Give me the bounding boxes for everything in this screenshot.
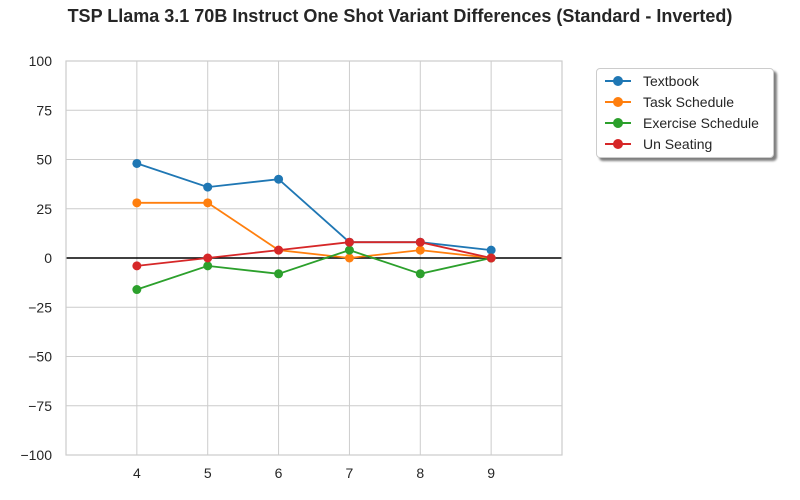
data-point-0-1 [203,182,213,192]
series-line-2 [136,249,492,291]
data-point-1-0 [132,198,142,208]
x-tick-label: 8 [416,465,424,481]
x-tick-label: 4 [133,465,141,481]
data-point-3-1 [203,253,213,263]
data-point-2-0 [132,285,142,295]
tick-labels: −100 −75 −50 −25 0 25 50 75 100 4 5 6 7 8 9 [20,53,495,481]
legend-label-1: Task Schedule [643,94,735,110]
y-tick-label: 50 [36,152,52,168]
x-tick-label: 9 [487,465,495,481]
data-point-1-3 [344,253,354,263]
y-tick-label: 100 [29,53,53,69]
data-point-1-1 [203,198,213,208]
series-line-3 [136,241,492,267]
y-tick-label: −75 [28,398,52,414]
legend-label-2: Exercise Schedule [643,115,759,131]
data-point-3-2 [274,245,284,255]
series-line-0 [136,162,492,251]
data-point-3-4 [415,237,425,247]
axes [65,60,563,456]
legend-item-0: Textbook [605,71,699,91]
legend-swatch-3 [605,138,631,150]
data-point-2-2 [274,269,284,279]
data-point-1-4 [415,245,425,255]
x-tick-label: 6 [275,465,283,481]
y-tick-label: 75 [36,102,52,118]
legend-label-0: Textbook [643,73,700,89]
y-tick-label: −50 [28,349,52,365]
plot-frame [65,60,563,456]
legend-item-3: Un Seating [605,134,712,154]
y-tick-label: 25 [36,201,52,217]
legend-swatch-1 [605,96,631,108]
y-tick-label: −25 [28,299,52,315]
legend-item-1: Task Schedule [605,92,734,112]
x-tick-label: 7 [346,465,354,481]
legend: Textbook Task Schedule Exercise Schedule Un… [596,68,774,158]
y-tick-label: −100 [20,447,52,463]
data-point-0-0 [132,158,142,168]
data-point-3-3 [344,237,354,247]
legend-swatch-2 [605,117,631,129]
data-point-2-3 [344,245,354,255]
legend-item-2: Exercise Schedule [605,113,759,133]
data-point-2-1 [203,261,213,271]
data-point-3-5 [486,253,496,263]
series-line-1 [136,201,492,259]
legend-swatch-0 [605,75,631,87]
x-tick-label: 5 [204,465,212,481]
data-point-2-4 [415,269,425,279]
legend-label-3: Un Seating [643,136,713,152]
chart-title: TSP Llama 3.1 70B Instruct One Shot Vari… [67,6,733,26]
y-tick-label: 0 [44,250,52,266]
data-point-0-5 [486,245,496,255]
series-layer [132,158,496,295]
data-point-3-0 [132,261,142,271]
data-point-0-2 [274,174,284,184]
